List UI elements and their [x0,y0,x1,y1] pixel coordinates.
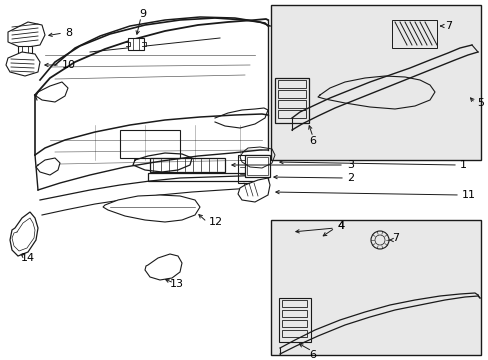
Bar [282,330,306,337]
Bar [148,173,267,181]
Text: 6: 6 [309,136,316,146]
Text: 6: 6 [309,350,316,360]
Bar [278,90,305,98]
Text: 7: 7 [444,21,451,31]
Text: 4: 4 [336,221,344,231]
Polygon shape [238,178,269,202]
Text: 10: 10 [62,60,76,70]
Polygon shape [6,52,40,76]
Bar [278,80,305,88]
Polygon shape [10,212,38,256]
Bar [282,320,306,327]
Text: 1: 1 [459,160,466,170]
Text: 13: 13 [170,279,183,289]
Text: 11: 11 [461,190,475,200]
Polygon shape [145,254,182,280]
Polygon shape [8,22,45,48]
Bar [244,155,269,177]
Bar [18,46,32,54]
Bar [282,310,306,317]
Bar [278,100,305,108]
Bar [150,158,224,172]
Bar [391,20,436,48]
Bar [120,130,180,158]
Bar [279,298,310,342]
Text: 9: 9 [139,9,146,19]
Bar [246,157,267,175]
Text: 2: 2 [346,173,353,183]
Bar [274,78,308,123]
Text: 4: 4 [336,221,344,231]
Text: 5: 5 [476,98,483,108]
Bar [270,5,480,160]
Bar [238,155,267,183]
Polygon shape [103,195,200,222]
Bar [278,110,305,118]
Text: 14: 14 [21,253,35,263]
Bar [270,220,480,355]
Text: 12: 12 [208,217,223,227]
Text: 7: 7 [391,233,398,243]
Text: 8: 8 [65,28,72,38]
Bar [282,300,306,307]
Text: 3: 3 [346,160,353,170]
Bar [128,38,143,50]
